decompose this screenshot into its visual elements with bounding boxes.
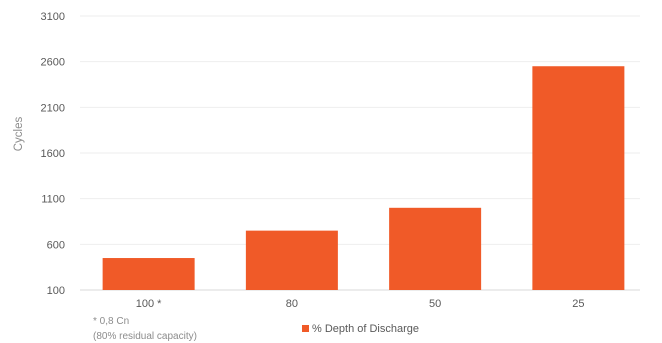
x-tick-label: 50 — [429, 298, 441, 310]
y-tick-label: 2600 — [41, 57, 65, 69]
legend: % Depth of Discharge — [302, 323, 419, 335]
y-tick-label: 1100 — [41, 194, 65, 206]
y-tick-label: 600 — [47, 239, 65, 251]
y-tick-label: 3100 — [41, 11, 65, 23]
bar — [102, 258, 195, 290]
bar — [389, 207, 482, 290]
gridlines — [80, 15, 640, 291]
y-axis-title: Cycles — [13, 117, 25, 152]
x-axis-ticks: 100 * 80 50 25 — [136, 298, 585, 310]
bars — [102, 66, 625, 290]
x-tick-label: 100 * — [136, 298, 162, 310]
footnote-line-2: (80% residual capacity) — [93, 331, 197, 342]
footnote-line-1: * 0,8 Cn — [93, 316, 129, 327]
y-axis-ticks: 100 600 1100 1600 2100 2600 3100 — [41, 11, 65, 297]
bar — [245, 230, 338, 290]
y-tick-label: 1600 — [41, 148, 65, 160]
y-tick-label: 2100 — [41, 102, 65, 114]
legend-swatch — [302, 325, 309, 332]
bar — [532, 66, 625, 290]
legend-label: % Depth of Discharge — [312, 323, 419, 335]
y-tick-label: 100 — [47, 285, 65, 297]
x-tick-label: 80 — [286, 298, 298, 310]
x-tick-label: 25 — [572, 298, 584, 310]
